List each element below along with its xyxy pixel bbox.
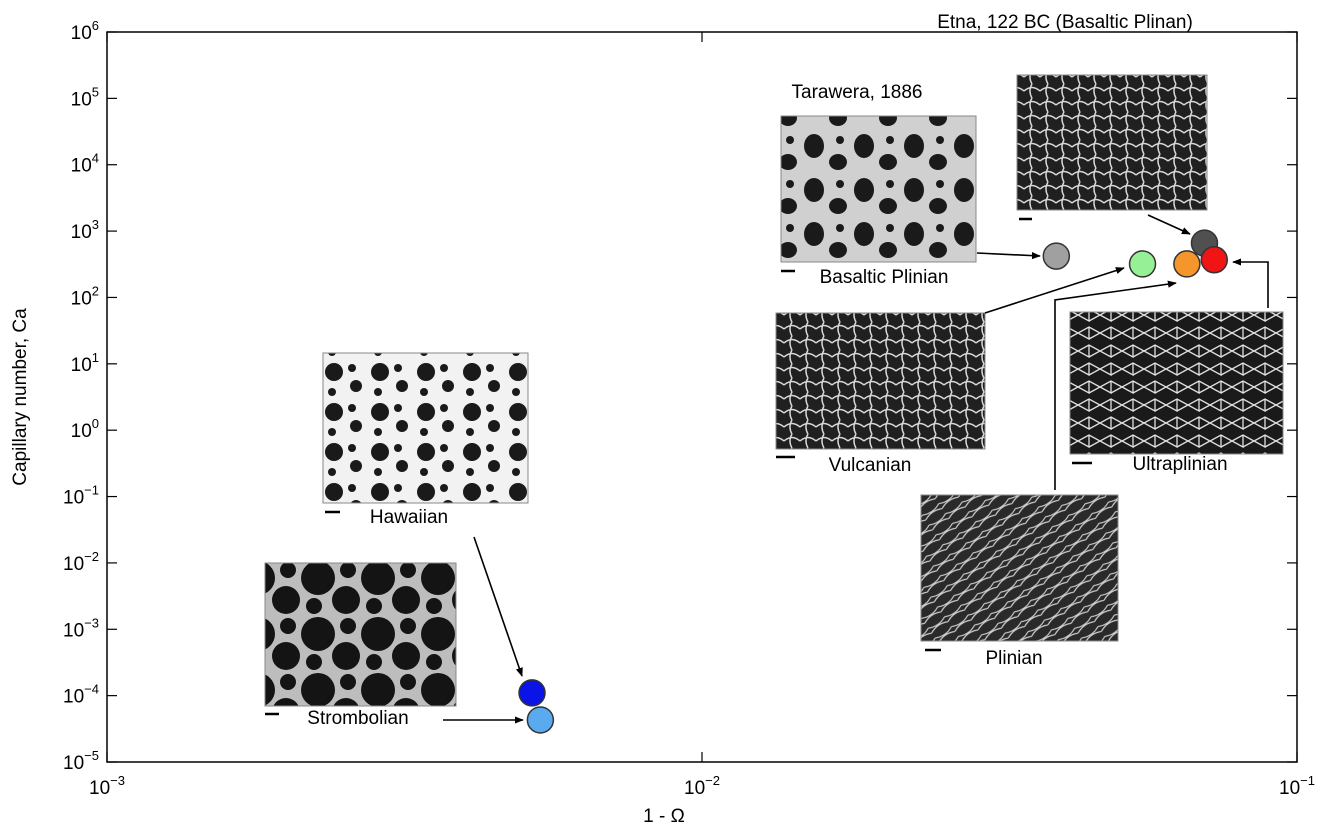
y-axis-label: Capillary number, Ca [10, 308, 31, 486]
y-tick-label: 10−5 [63, 748, 99, 774]
tick-exponent: 6 [92, 18, 99, 33]
tick-base: 10 [71, 23, 92, 44]
tick-base: 10 [63, 753, 84, 774]
arrows [443, 214, 1269, 724]
tick-exponent: 0 [92, 416, 99, 431]
annotation: Hawaiian [370, 507, 448, 528]
y-tick-label: 106 [71, 18, 99, 44]
data-point [526, 706, 555, 734]
x-tick-label: 10−2 [684, 773, 720, 799]
tick-exponent: 1 [92, 350, 99, 365]
tick-base: 10 [71, 156, 92, 177]
tick-exponent: −4 [84, 682, 99, 697]
tick-exponent: 5 [92, 84, 99, 99]
tick-base: 10 [71, 89, 92, 110]
x-axis-label: 1 - Ω [643, 806, 685, 827]
data-point [1042, 242, 1071, 270]
annotation: Ultraplinian [1132, 454, 1227, 475]
y-tick-label: 105 [71, 84, 99, 110]
tick-exponent: −2 [705, 773, 720, 788]
tick-exponent: 4 [92, 151, 99, 166]
tick-exponent: −1 [84, 483, 99, 498]
y-tick-label: 101 [71, 350, 99, 376]
tick-base: 10 [63, 687, 84, 708]
tick-base: 10 [63, 554, 84, 575]
y-tick-label: 102 [71, 283, 99, 309]
tick-base: 10 [71, 222, 92, 243]
tick-base: 10 [71, 421, 92, 442]
annotation: Vulcanian [829, 455, 912, 476]
data-point [1173, 250, 1201, 278]
y-tick-label: 103 [71, 217, 99, 243]
y-tick-label: 10−3 [63, 615, 99, 641]
y-tick-label: 100 [71, 416, 99, 442]
data-point [1128, 250, 1157, 278]
tick-exponent: −2 [84, 549, 99, 564]
y-tick-label: 10−4 [63, 682, 99, 708]
tick-exponent: −1 [1300, 773, 1315, 788]
plot-layer: 10−3 10−2 10−110−510−410−310−210−110010110… [63, 12, 1315, 799]
y-tick-label: 10−1 [63, 483, 99, 509]
y-tick-label: 104 [71, 151, 99, 177]
annotation: Plinian [985, 648, 1042, 669]
data-point [518, 679, 546, 707]
tick-base: 10 [89, 778, 110, 799]
tick-exponent: −3 [84, 615, 99, 630]
inset-images [264, 74, 1284, 716]
tick-base: 10 [71, 355, 92, 376]
x-tick-label: 10−3 [89, 773, 125, 799]
data-point [1200, 245, 1229, 274]
y-tick-label: 10−2 [63, 549, 99, 575]
tick-exponent: 3 [92, 217, 99, 232]
tick-base: 10 [71, 288, 92, 309]
annotation: Tarawera, 1886 [792, 82, 923, 103]
tick-base: 10 [63, 620, 84, 641]
tick-base: 10 [684, 778, 705, 799]
tick-base: 10 [63, 488, 84, 509]
tick-base: 10 [1279, 778, 1300, 799]
x-tick-label: 10−1 [1279, 773, 1315, 799]
annotation: Strombolian [307, 708, 408, 729]
annotation: Basaltic Plinian [820, 267, 949, 288]
annotation: Etna, 122 BC (Basaltic Plinan) [937, 12, 1193, 33]
tick-exponent: 2 [92, 283, 99, 298]
tick-exponent: −3 [110, 773, 125, 788]
tick-exponent: −5 [84, 748, 99, 763]
